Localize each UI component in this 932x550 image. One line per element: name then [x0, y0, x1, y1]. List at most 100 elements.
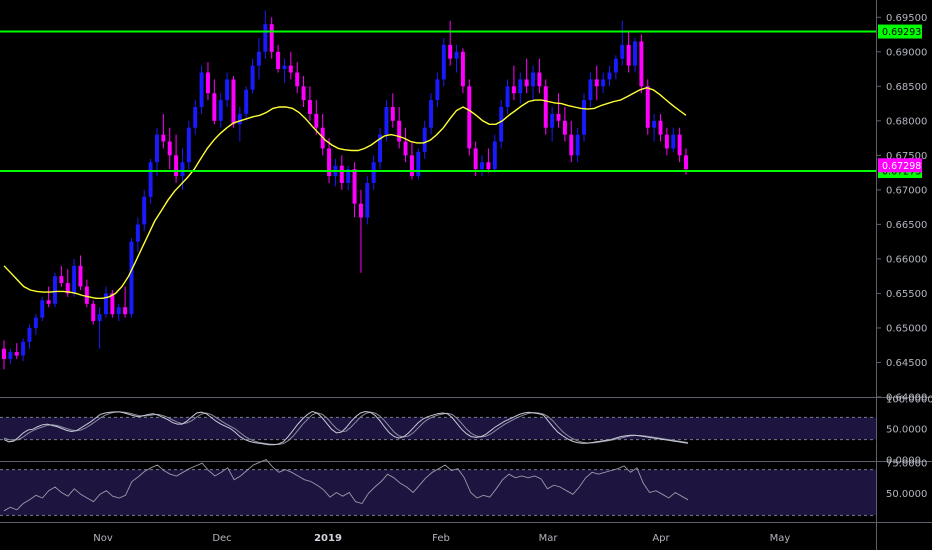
candle-body — [556, 113, 561, 121]
candle-body — [416, 151, 421, 177]
candle-body — [378, 134, 383, 163]
candle-body — [225, 79, 230, 101]
candle-body — [601, 79, 606, 87]
candle-body — [123, 307, 128, 315]
candle-body — [575, 134, 580, 156]
candle — [59, 265, 64, 287]
candle-body — [231, 79, 236, 125]
candle-body — [2, 348, 6, 360]
candle — [556, 93, 561, 128]
candle — [142, 189, 147, 232]
candle — [256, 37, 261, 80]
candle-body — [684, 155, 688, 170]
candle — [505, 79, 510, 114]
candle-body — [613, 58, 618, 73]
price-axis[interactable]: 0.69500 0.69000 0.68500 0.68000 0.67500 0.670… — [876, 13, 927, 404]
price-tick-label: 0.68500 — [886, 82, 927, 93]
candle — [613, 55, 618, 80]
candle-body — [161, 134, 166, 142]
candle — [27, 324, 32, 349]
time-axis[interactable]: Nov Dec 2019 Feb Mar Apr May — [93, 533, 790, 544]
candle — [422, 120, 427, 159]
price-tick-label: 0.69500 — [886, 13, 927, 24]
candle-body — [307, 100, 312, 114]
candle — [295, 62, 300, 94]
rsi-band — [0, 469, 876, 516]
last-price-label: 0.67298 — [878, 158, 922, 173]
price-tick-label: 0.65500 — [886, 289, 927, 300]
candle — [480, 155, 485, 177]
candle — [186, 120, 191, 170]
time-tick-label: Nov — [93, 533, 113, 544]
candle — [225, 72, 230, 108]
candle-body — [607, 72, 612, 80]
price-tick-label: 0.64500 — [886, 358, 927, 369]
candle-body — [677, 134, 682, 156]
candle-body — [14, 352, 19, 356]
candle — [123, 286, 128, 318]
candle-body — [288, 65, 293, 73]
candle — [154, 127, 159, 177]
price-tick-label: 0.66500 — [886, 220, 927, 231]
candle-body — [518, 79, 523, 94]
candle — [633, 37, 637, 73]
candle — [588, 72, 593, 108]
candle — [448, 20, 453, 66]
candle — [263, 10, 268, 59]
candle — [148, 158, 153, 204]
candle — [33, 314, 38, 335]
candle — [620, 20, 625, 66]
candle-body — [626, 44, 631, 66]
candle-body — [588, 79, 593, 101]
candle — [607, 65, 612, 87]
candle-body — [658, 120, 663, 135]
candle-body — [21, 341, 26, 356]
candle-body — [148, 162, 153, 197]
candle-body — [116, 307, 121, 315]
candle — [46, 286, 51, 308]
candle-body — [84, 286, 89, 304]
candle — [486, 148, 491, 173]
candle-body — [269, 24, 274, 52]
candle — [639, 34, 644, 94]
level-label-bg — [878, 24, 922, 39]
candle — [8, 348, 13, 364]
candle-body — [633, 41, 637, 66]
rsi-tick-label: 50.0000 — [886, 489, 927, 500]
candle-body — [193, 107, 198, 128]
candle — [537, 58, 542, 94]
candle — [511, 65, 516, 101]
candle — [97, 307, 102, 349]
horizontal-levels[interactable] — [0, 30, 876, 173]
candle — [314, 100, 319, 135]
candle-body — [594, 79, 599, 87]
candle-body — [314, 113, 319, 128]
candle-body — [256, 51, 261, 66]
candle-body — [78, 265, 83, 287]
candle — [78, 255, 83, 290]
candle-body — [409, 155, 414, 177]
candle — [193, 100, 198, 135]
candle-body — [352, 169, 357, 204]
price-tick-label: 0.67000 — [886, 185, 927, 196]
candle — [575, 127, 580, 163]
candle-body — [53, 276, 57, 304]
rsi-tick-label: 75.0000 — [886, 459, 927, 470]
level-price-label: 0.69293 — [878, 24, 922, 39]
candle-body — [295, 72, 300, 87]
candle-body — [531, 72, 536, 87]
candle-body — [250, 65, 255, 90]
candle — [626, 31, 631, 73]
candle-body — [454, 51, 459, 59]
candle-body — [550, 113, 555, 128]
candle-body — [27, 327, 32, 342]
candle-body — [620, 44, 625, 59]
candle — [205, 62, 210, 101]
candle-body — [199, 72, 204, 108]
candle — [460, 48, 465, 94]
candle-body — [65, 283, 70, 294]
candle-body — [167, 141, 172, 156]
candle-body — [110, 293, 115, 315]
last-price-text: 0.67298 — [882, 161, 921, 172]
